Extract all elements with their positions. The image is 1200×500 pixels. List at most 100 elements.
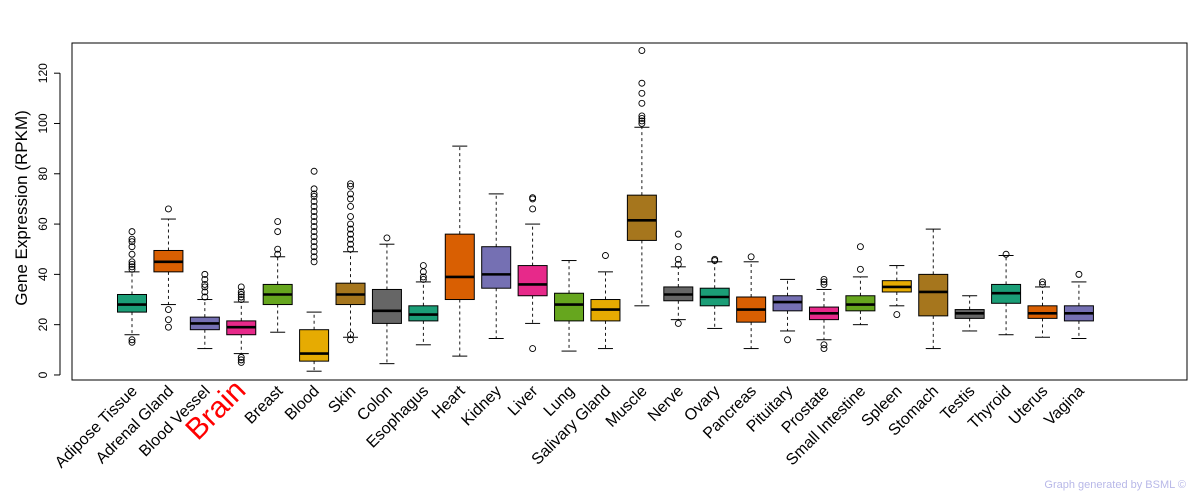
outlier-point: [128, 263, 136, 271]
outlier-point: [164, 306, 172, 314]
outlier-point: [310, 185, 318, 193]
category-label: Blood: [282, 383, 323, 424]
outlier-point: [638, 79, 646, 87]
outlier-point: [201, 283, 209, 291]
outlier-point: [128, 338, 136, 346]
outlier-point: [310, 203, 318, 210]
box-group: [772, 278, 803, 344]
outlier-point: [674, 230, 682, 238]
box-iqr: [371, 288, 402, 324]
outlier-point: [128, 243, 136, 251]
outlier-point: [310, 218, 318, 226]
outlier-point: [237, 356, 245, 364]
outlier-point: [274, 228, 282, 236]
outlier-point: [347, 182, 354, 190]
outlier-point: [529, 194, 537, 202]
box-group: [335, 180, 366, 344]
outlier-point: [347, 230, 354, 238]
outlier-point: [128, 250, 136, 258]
outlier-point: [747, 253, 755, 261]
outlier-point: [1039, 280, 1046, 288]
outlier-point: [128, 336, 136, 344]
outlier-point: [820, 345, 828, 353]
box-series: [117, 47, 1094, 372]
box-group: [991, 250, 1022, 336]
box-group: [1027, 278, 1058, 338]
outlier-point: [237, 293, 245, 301]
outlier-point: [310, 243, 318, 251]
outlier-point: [893, 311, 901, 319]
outlier-point: [274, 245, 282, 253]
outlier-point: [711, 255, 719, 263]
outlier-point: [820, 278, 828, 286]
outlier-point: [347, 220, 354, 228]
outlier-point: [347, 245, 354, 253]
outlier-point: [310, 167, 318, 175]
outlier-point: [237, 291, 245, 298]
outlier-point: [347, 180, 354, 188]
y-tick-label: 80: [36, 167, 50, 181]
box-group: [117, 228, 147, 346]
outlier-point: [201, 288, 209, 296]
box-group: [918, 228, 949, 350]
box-group: [408, 262, 439, 346]
outlier-point: [638, 114, 646, 122]
outlier-point: [856, 243, 864, 251]
box-group: [444, 145, 475, 357]
outlier-point: [674, 319, 682, 327]
outlier-point: [820, 341, 828, 349]
outlier-point: [347, 336, 354, 344]
y-tick-label: 40: [36, 267, 50, 281]
box-group: [226, 283, 257, 366]
outlier-point: [1002, 250, 1010, 258]
box-iqr: [626, 194, 657, 241]
outlier-point: [310, 253, 318, 261]
outlier-point: [310, 190, 318, 198]
box-group: [262, 218, 293, 333]
y-tick-label: 0: [36, 371, 50, 378]
box-iqr: [918, 273, 949, 317]
y-tick-label: 120: [36, 63, 50, 83]
outlier-point: [128, 258, 136, 266]
category-label: Breast: [242, 382, 287, 427]
box-group: [517, 194, 548, 353]
outlier-point: [310, 228, 318, 236]
y-axis-label: Gene Expression (RPKM): [12, 110, 31, 306]
outlier-point: [419, 273, 427, 281]
outlier-point: [1075, 270, 1083, 278]
y-tick-label: 20: [36, 318, 50, 332]
outlier-point: [237, 288, 245, 296]
outlier-point: [310, 192, 318, 200]
y-tick-label: 60: [36, 217, 50, 231]
outlier-point: [419, 275, 427, 283]
outlier-point: [602, 252, 609, 259]
box-group: [189, 270, 220, 350]
outlier-point: [347, 203, 354, 210]
y-tick-label: 100: [36, 113, 50, 133]
outlier-point: [164, 316, 172, 324]
box-group: [845, 243, 876, 326]
plot-frame: [71, 42, 1188, 381]
outlier-point: [820, 275, 828, 283]
box-group: [736, 253, 767, 350]
box-group: [808, 275, 839, 353]
outlier-point: [820, 280, 828, 288]
outlier-point: [164, 205, 172, 213]
outlier-point: [128, 238, 136, 246]
outlier-point: [274, 218, 282, 226]
outlier-point: [201, 293, 209, 301]
outlier-point: [419, 262, 427, 270]
outlier-point: [128, 228, 136, 236]
outlier-point: [674, 243, 682, 251]
box-group: [1063, 270, 1094, 340]
category-label: Nerve: [645, 383, 687, 425]
box-group: [626, 47, 657, 307]
box-group: [554, 260, 585, 352]
outlier-point: [674, 260, 682, 268]
outlier-point: [529, 205, 537, 213]
outlier-point: [164, 323, 172, 331]
box-group: [663, 230, 694, 327]
outlier-point: [237, 283, 245, 291]
outlier-point: [201, 275, 209, 283]
